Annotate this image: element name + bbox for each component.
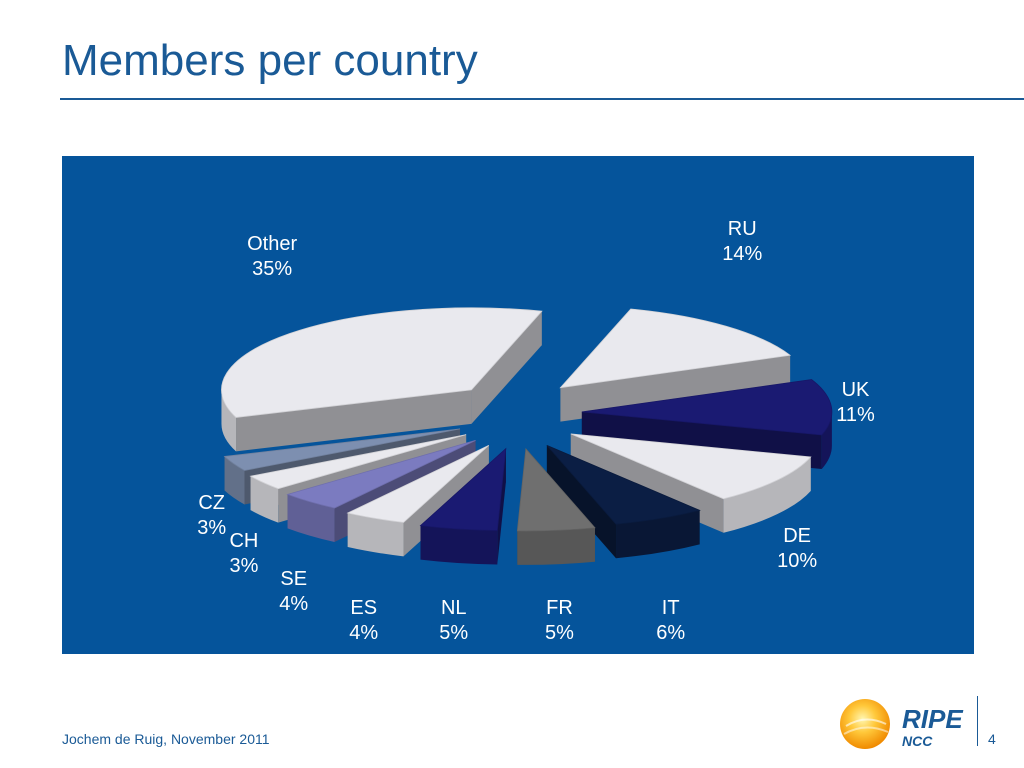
pie-label-es: ES 4% <box>349 596 378 646</box>
pie-label-percent: 10% <box>777 549 818 572</box>
logo-sub-text: NCC <box>902 733 933 749</box>
pie-label-percent: 4% <box>349 622 379 644</box>
pie-label-name: NL <box>440 597 467 619</box>
pie-label-percent: 6% <box>656 622 686 644</box>
pie-slices <box>221 307 833 565</box>
pie-label-de: DE 10% <box>777 524 817 574</box>
pie-label-se: SE 4% <box>279 567 308 617</box>
pie-label-name: CH <box>229 529 259 552</box>
pie-chart <box>221 307 833 565</box>
pie-label-uk: UK 11% <box>836 378 875 428</box>
pie-slice-nl <box>419 447 507 565</box>
pie-label-fr: FR 5% <box>545 596 574 646</box>
pie-label-percent: 14% <box>722 243 763 266</box>
page-number: 4 <box>988 731 996 747</box>
pie-label-cz: CZ 3% <box>197 491 226 541</box>
pie-label-name: SE <box>280 567 308 590</box>
pie-label-other: Other 35% <box>247 232 297 282</box>
pie-label-name: IT <box>661 597 680 619</box>
logo-divider <box>977 696 978 746</box>
pie-label-name: Other <box>247 232 298 255</box>
slide-title: Members per country <box>62 36 478 85</box>
pie-label-ch: CH 3% <box>229 529 258 579</box>
pie-slice-other <box>221 307 543 452</box>
pie-label-percent: 3% <box>197 516 227 539</box>
pie-label-name: FR <box>546 597 573 619</box>
pie-label-name: DE <box>783 524 812 547</box>
pie-label-ru: RU 14% <box>722 217 762 267</box>
pie-label-it: IT 6% <box>656 596 685 646</box>
pie-label-name: RU <box>727 218 757 241</box>
pie-slice-fr <box>516 447 596 565</box>
pie-label-percent: 11% <box>836 403 875 426</box>
pie-label-percent: 4% <box>279 592 309 615</box>
pie-label-name: UK <box>841 378 870 401</box>
pie-label-percent: 5% <box>545 622 574 644</box>
pie-label-name: ES <box>350 597 378 619</box>
chart-panel: RU 14% UK 11% DE 10% IT 6% FR 5% NL 5% ES 4% SE 4% CH 3% C… <box>62 156 974 654</box>
pie-label-name: CZ <box>198 491 226 514</box>
pie-label-percent: 3% <box>229 554 259 577</box>
title-divider <box>60 98 1024 100</box>
pie-label-percent: 35% <box>252 257 293 280</box>
logo-main-text: RIPE <box>902 704 963 734</box>
pie-slice-ru <box>559 308 792 422</box>
footer-author-date: Jochem de Ruig, November 2011 <box>62 731 270 747</box>
pie-slice-it <box>546 445 701 559</box>
pie-label-percent: 5% <box>439 622 469 644</box>
sun-icon <box>840 699 890 749</box>
ripe-ncc-logo: RIPE NCC <box>840 699 963 749</box>
pie-label-nl: NL 5% <box>439 596 468 646</box>
